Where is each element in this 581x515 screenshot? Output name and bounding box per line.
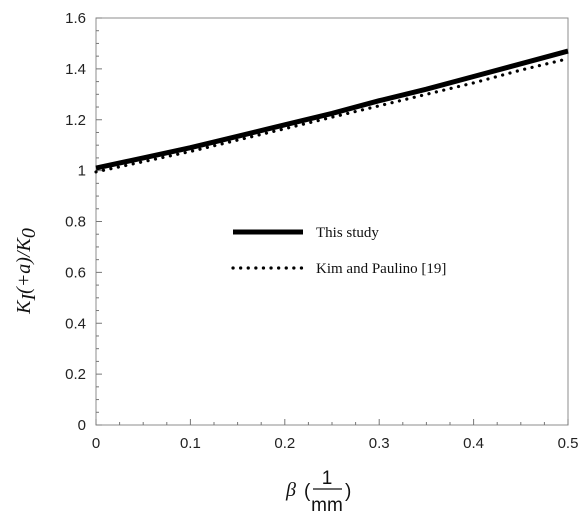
x-axis-label: β ( 1 mm ) [285, 468, 351, 515]
x-tick-label: 0.3 [369, 435, 390, 452]
y-tick-label: 1.2 [65, 112, 86, 129]
legend-label-2: Kim and Paulino [19] [316, 261, 446, 277]
series-line-1 [95, 48, 569, 171]
legend-label-1: This study [316, 225, 379, 241]
y-tick-label: 0.2 [65, 366, 86, 383]
y-tick-label: 1.4 [65, 61, 86, 78]
x-tick-label: 0.1 [180, 435, 201, 452]
y-axis-label: KI(+a)/K0 [13, 228, 40, 315]
y-tick-label: 0.6 [65, 264, 86, 281]
svg-text:β: β [285, 479, 296, 501]
plot-area-border [95, 17, 569, 426]
y-tick-label: 1.6 [65, 10, 86, 27]
series-line-2 [94, 57, 570, 174]
plot-frame [95, 17, 569, 426]
legend: This study Kim and Paulino [19] [231, 225, 446, 277]
x-tick-label: 0.5 [558, 435, 579, 452]
y-axis-ticks: 0 0.2 0.4 0.6 0.8 1 1.2 1.4 1.6 [65, 10, 102, 434]
x-tick-label: 0.4 [463, 435, 484, 452]
svg-text:(: ( [304, 481, 311, 502]
series-layer [94, 48, 570, 174]
y-tick-label: 1 [78, 163, 86, 180]
x-tick-label: 0.2 [274, 435, 295, 452]
svg-text:mm: mm [311, 495, 343, 515]
x-tick-label: 0 [92, 435, 100, 452]
y-tick-label: 0.4 [65, 315, 86, 332]
svg-text:): ) [345, 481, 351, 502]
y-tick-label: 0.8 [65, 214, 86, 231]
svg-text:1: 1 [322, 468, 333, 489]
x-axis-ticks: 0 0.1 0.2 0.3 0.4 0.5 [92, 419, 579, 452]
y-tick-label: 0 [78, 417, 86, 434]
